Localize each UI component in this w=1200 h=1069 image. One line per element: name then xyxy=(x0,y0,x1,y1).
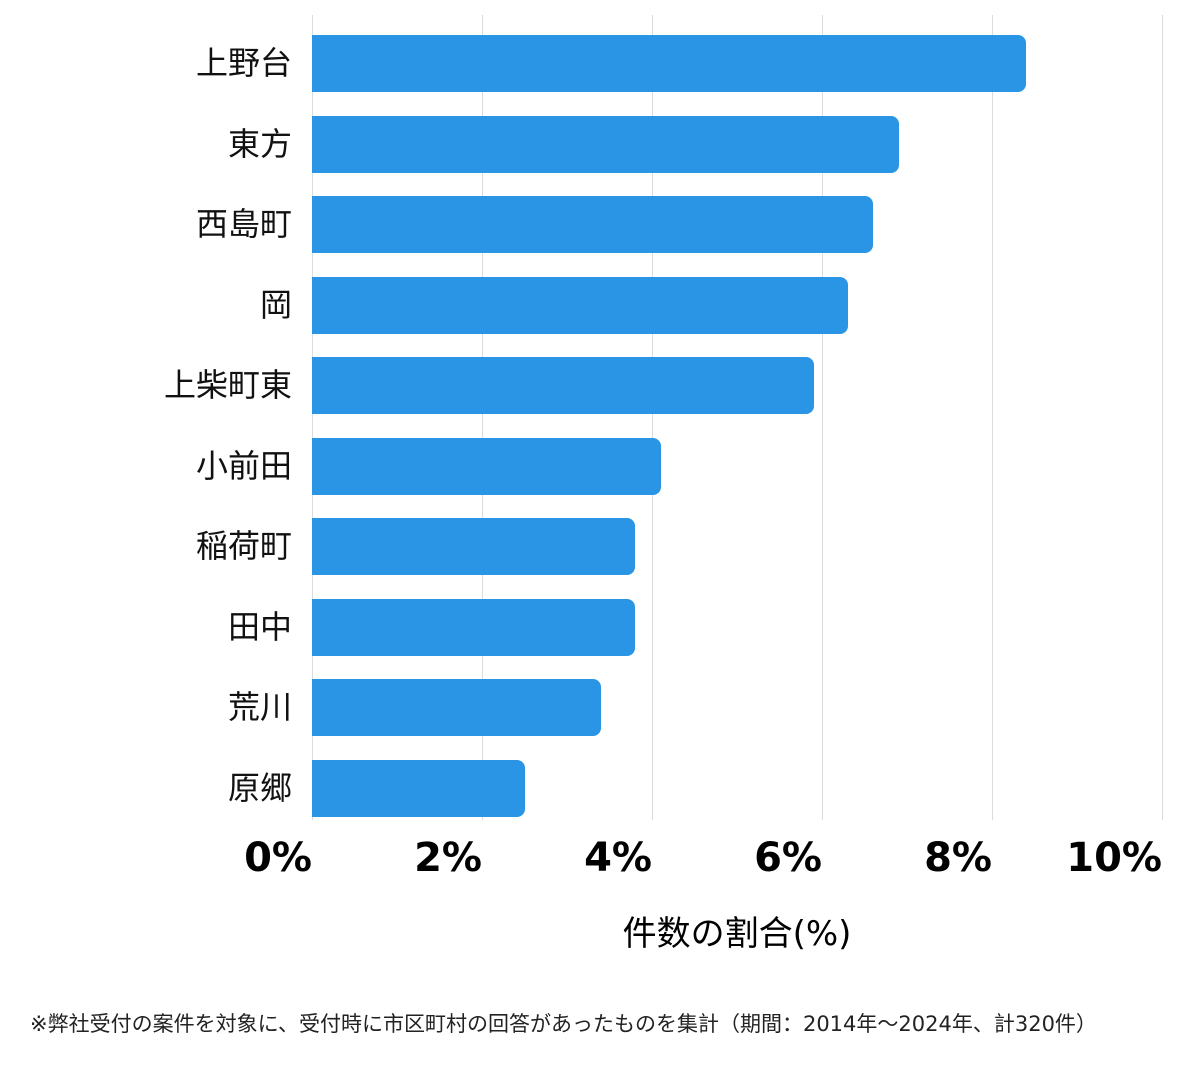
gridline xyxy=(1162,15,1163,820)
x-tick-label: 4% xyxy=(584,835,652,881)
x-tick-label: 10% xyxy=(1066,835,1162,881)
category-label: 上野台 xyxy=(195,44,292,82)
category-label: 西島町 xyxy=(195,205,292,243)
gridline xyxy=(992,15,993,820)
x-axis-title: 件数の割合(%) xyxy=(622,914,852,954)
gridline xyxy=(312,15,313,820)
x-tick-label: 8% xyxy=(924,835,992,881)
gridline xyxy=(652,15,653,820)
bar xyxy=(312,35,1026,92)
gridline xyxy=(482,15,483,820)
category-label: 稲荷町 xyxy=(195,527,292,565)
bar xyxy=(312,679,601,736)
x-tick-label: 6% xyxy=(754,835,822,881)
x-tick-label: 0% xyxy=(244,835,312,881)
category-label: 東方 xyxy=(227,124,292,163)
category-label: 原郷 xyxy=(227,768,292,807)
bar xyxy=(312,357,814,414)
footnote: ※弊社受付の案件を対象に、受付時に市区町村の回答があったものを集計（期間：201… xyxy=(30,1012,1097,1036)
category-label: 上柴町東 xyxy=(163,366,292,404)
bar xyxy=(312,759,525,817)
bar xyxy=(312,598,635,656)
category-label: 荒川 xyxy=(227,688,292,726)
gridline xyxy=(822,15,823,820)
x-tick-label: 2% xyxy=(414,835,482,881)
bar xyxy=(312,196,873,253)
category-label: 田中 xyxy=(227,607,292,646)
bar xyxy=(312,437,661,495)
bar xyxy=(312,276,848,334)
bar xyxy=(312,115,899,173)
bar xyxy=(312,518,635,575)
category-label: 小前田 xyxy=(195,446,292,485)
category-label: 岡 xyxy=(259,285,292,324)
